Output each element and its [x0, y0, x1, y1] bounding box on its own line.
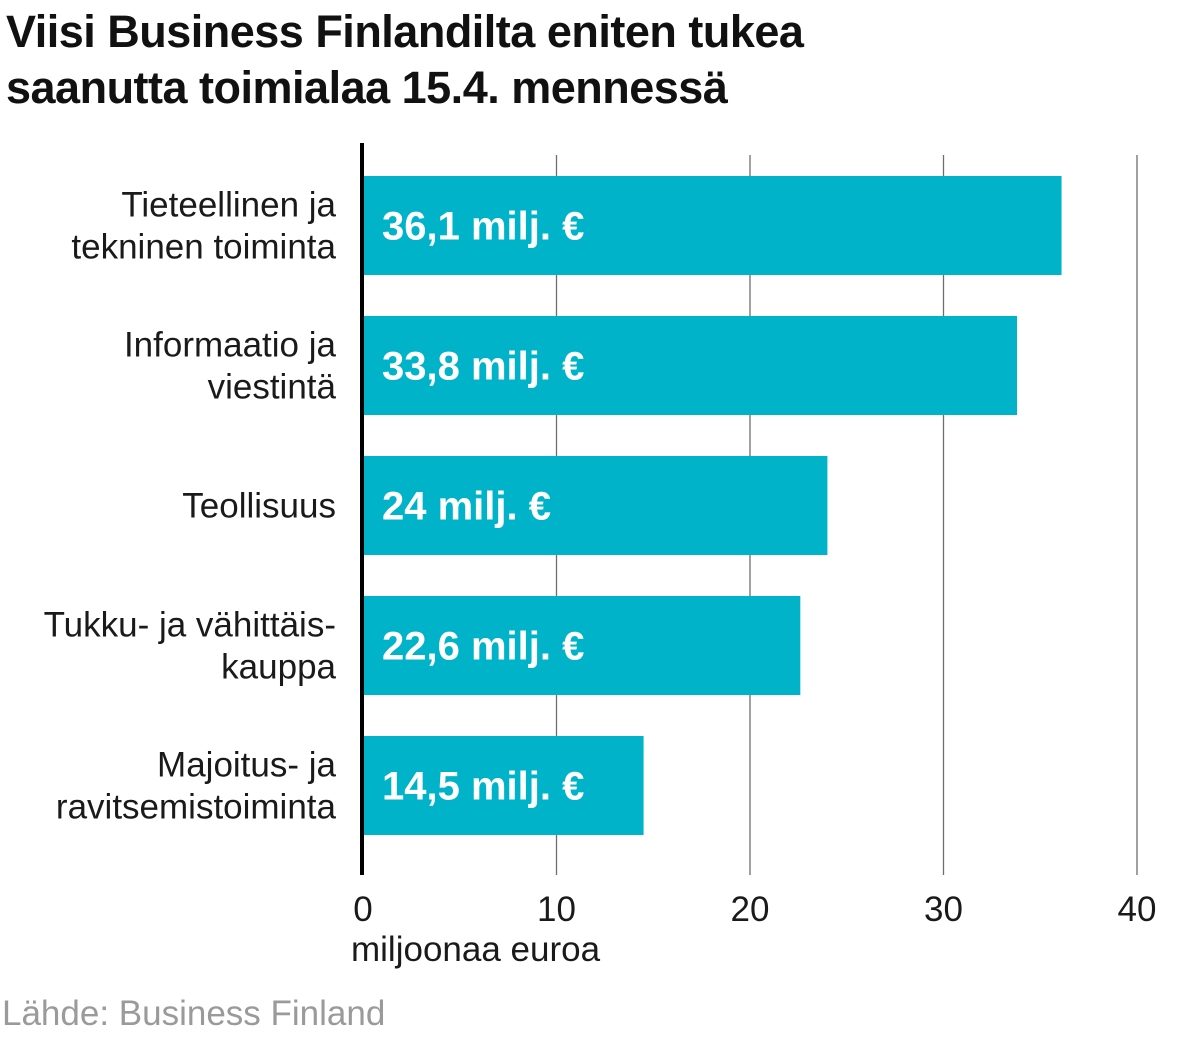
bar-1: [363, 316, 1018, 415]
category-label-4-line-1: ravitsemistoiminta: [56, 788, 337, 827]
x-tick-label-20: 20: [731, 890, 770, 929]
bar-value-label-4: 14,5 milj. €: [382, 765, 584, 809]
bar-3: [363, 596, 801, 695]
category-label-3-line-1: kauppa: [221, 648, 336, 687]
category-label-0-line-1: tekninen toiminta: [71, 228, 336, 267]
bar-value-label-1: 33,8 milj. €: [382, 345, 584, 389]
source-note: Lähde: Business Finland: [2, 994, 386, 1033]
chart-title: Viisi Business Finlandilta eniten tukea …: [6, 4, 1186, 116]
bar-4: [363, 736, 644, 835]
x-tick-label-40: 40: [1118, 890, 1157, 929]
bar-value-label-2: 24 milj. €: [382, 485, 551, 529]
chart-title-line-1: Viisi Business Finlandilta eniten tukea: [6, 6, 804, 57]
x-tick-label-10: 10: [537, 890, 576, 929]
category-label-3-line-0: Tukku- ja vähittäis-: [44, 606, 336, 645]
x-axis-title: miljoonaa euroa: [351, 930, 601, 969]
bar-value-label-0: 36,1 milj. €: [382, 205, 584, 249]
x-tick-label-30: 30: [924, 890, 963, 929]
bar-value-label-3: 22,6 milj. €: [382, 625, 584, 669]
chart-title-line-2: saanutta toimialaa 15.4. mennessä: [6, 62, 728, 113]
category-label-1-line-0: Informaatio ja: [124, 326, 337, 365]
category-label-2-line-0: Teollisuus: [182, 487, 336, 526]
category-label-1-line-1: viestintä: [208, 368, 337, 407]
bar-2: [363, 456, 828, 555]
bar-0: [363, 176, 1062, 275]
category-label-0-line-0: Tieteellinen ja: [121, 186, 336, 225]
category-label-4-line-0: Majoitus- ja: [157, 746, 336, 785]
x-tick-label-0: 0: [353, 890, 372, 929]
